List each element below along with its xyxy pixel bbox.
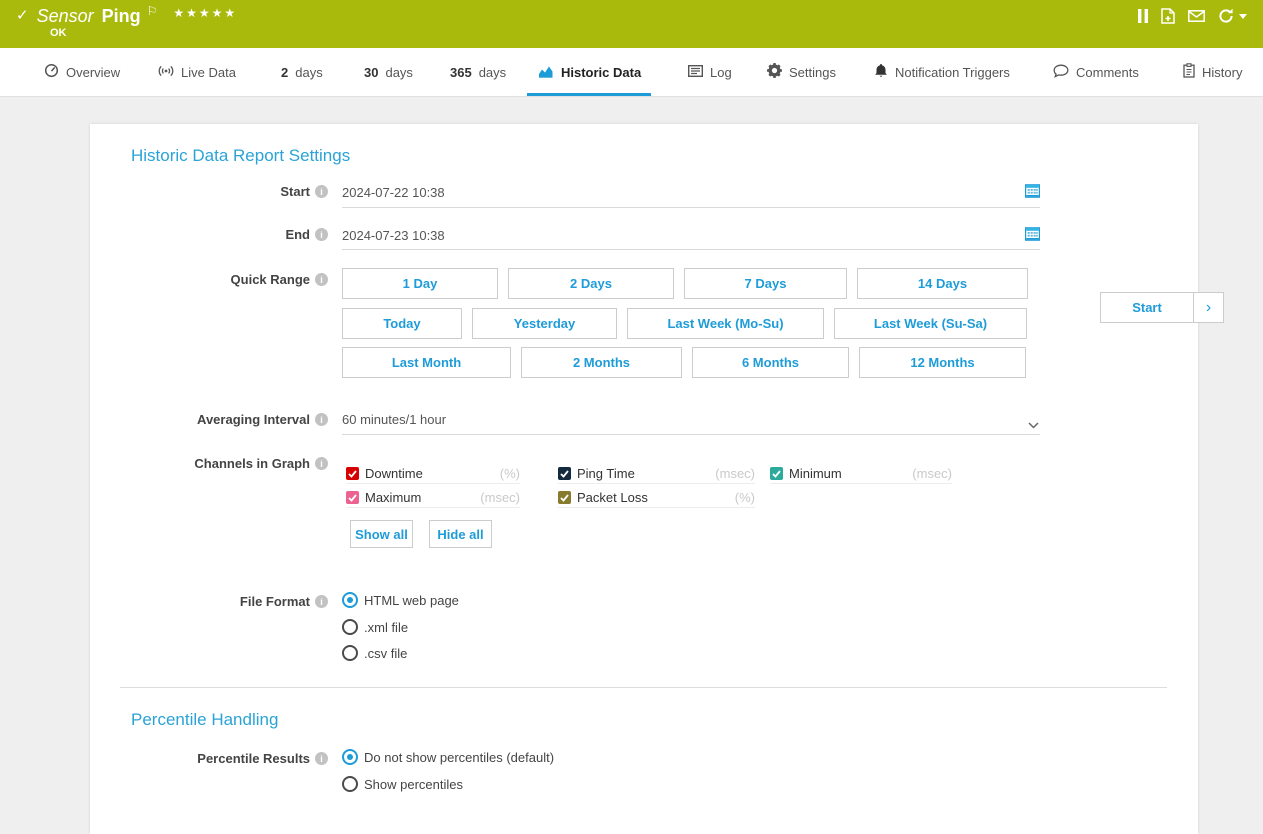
tab-bar: Overview Live Data 2 days 30 days 365 days … <box>0 48 1263 97</box>
quick-range-2-months-button[interactable]: 2 Months <box>521 347 682 378</box>
start-field-label: Start <box>90 184 328 199</box>
channel-minimum-checkbox[interactable]: Minimum (msec) <box>770 464 952 484</box>
sensor-header: ✓ Sensor Ping ⚐ ★★★★★ OK <box>0 0 1263 48</box>
info-icon[interactable] <box>315 752 328 765</box>
log-icon <box>687 64 704 80</box>
file-format-label: File Format <box>90 594 328 609</box>
file-format-html-radio[interactable]: HTML web page <box>342 592 459 608</box>
averaging-interval-label: Averaging Interval <box>90 412 328 427</box>
tab-overview[interactable]: Overview <box>44 48 120 96</box>
checkbox-checked-icon <box>558 467 571 480</box>
end-field-label: End <box>90 227 328 242</box>
radio-selected-icon <box>342 749 358 765</box>
section-divider <box>120 687 1167 688</box>
refresh-icon[interactable] <box>1218 8 1234 24</box>
info-icon[interactable] <box>315 457 328 470</box>
tab-settings[interactable]: Settings <box>767 48 836 96</box>
end-input-underline <box>342 249 1040 250</box>
quick-range-7-days-button[interactable]: 7 Days <box>684 268 847 299</box>
quick-range-row-1: 1 Day 2 Days 7 Days 14 Days <box>342 268 1028 299</box>
averaging-interval-select[interactable]: 60 minutes/1 hour <box>342 412 447 427</box>
gear-icon <box>767 63 782 81</box>
history-icon <box>1183 63 1195 81</box>
tab-2-days[interactable]: 2 days <box>281 64 323 80</box>
quick-range-last-month-button[interactable]: Last Month <box>342 347 511 378</box>
settings-card: Historic Data Report Settings Start 2024… <box>90 124 1198 834</box>
chevron-down-icon[interactable] <box>1028 416 1039 434</box>
pause-icon[interactable] <box>1138 9 1148 23</box>
checkbox-checked-icon <box>346 491 359 504</box>
quick-range-yesterday-button[interactable]: Yesterday <box>472 308 617 339</box>
percentile-off-radio[interactable]: Do not show percentiles (default) <box>342 749 554 765</box>
tab-30-days[interactable]: 30 days <box>364 64 413 80</box>
gauge-icon <box>44 63 59 81</box>
info-icon[interactable] <box>315 185 328 198</box>
sensor-type-label: Sensor <box>36 6 94 26</box>
show-all-button[interactable]: Show all <box>350 520 413 548</box>
tab-log[interactable]: Log <box>687 48 732 96</box>
checkbox-checked-icon <box>346 467 359 480</box>
chevron-down-icon[interactable] <box>1239 13 1247 19</box>
radio-unselected-icon <box>342 776 358 792</box>
info-icon[interactable] <box>315 595 328 608</box>
end-date-input[interactable]: 2024-07-23 10:38 <box>342 228 445 243</box>
comment-icon <box>1053 64 1069 81</box>
percentile-on-radio[interactable]: Show percentiles <box>342 776 463 792</box>
tab-live-data[interactable]: Live Data <box>158 48 236 96</box>
channel-maximum-checkbox[interactable]: Maximum (msec) <box>346 488 520 508</box>
calendar-icon[interactable] <box>1025 183 1041 203</box>
quick-range-last-week-su-sa-button[interactable]: Last Week (Su-Sa) <box>834 308 1027 339</box>
tab-history[interactable]: History <box>1183 48 1242 96</box>
checkbox-checked-icon <box>558 491 571 504</box>
channel-ping-time-checkbox[interactable]: Ping Time (msec) <box>558 464 755 484</box>
quick-range-12-months-button[interactable]: 12 Months <box>859 347 1026 378</box>
start-date-input[interactable]: 2024-07-22 10:38 <box>342 185 445 200</box>
percentile-handling-title: Percentile Handling <box>131 710 279 729</box>
hide-all-button[interactable]: Hide all <box>429 520 492 548</box>
sensor-name: Ping <box>101 6 141 26</box>
tab-notification-triggers[interactable]: Notification Triggers <box>874 48 1010 96</box>
quick-range-14-days-button[interactable]: 14 Days <box>857 268 1028 299</box>
quick-range-today-button[interactable]: Today <box>342 308 462 339</box>
tab-historic-data[interactable]: Historic Data <box>526 48 652 96</box>
sensor-status-badge: OK <box>50 27 67 39</box>
quick-range-row-3: Last Month 2 Months 6 Months 12 Months <box>342 347 1026 378</box>
channel-packet-loss-checkbox[interactable]: Packet Loss (%) <box>558 488 755 508</box>
percentile-results-label: Percentile Results <box>90 751 328 766</box>
channels-in-graph-label: Channels in Graph <box>90 456 328 471</box>
start-input-underline <box>342 207 1040 208</box>
live-data-icon <box>158 64 174 81</box>
quick-range-row-2: Today Yesterday Last Week (Mo-Su) Last W… <box>342 308 1027 339</box>
report-icon[interactable] <box>1161 8 1175 24</box>
report-settings-title: Historic Data Report Settings <box>131 146 351 165</box>
radio-selected-icon <box>342 592 358 608</box>
info-icon[interactable] <box>315 228 328 241</box>
quick-range-1-day-button[interactable]: 1 Day <box>342 268 498 299</box>
averaging-underline <box>342 434 1040 435</box>
info-icon[interactable] <box>315 413 328 426</box>
channel-downtime-checkbox[interactable]: Downtime (%) <box>346 464 520 484</box>
priority-stars[interactable]: ★★★★★ <box>173 6 238 20</box>
radio-unselected-icon <box>342 619 358 635</box>
quick-range-label: Quick Range <box>90 272 328 287</box>
flag-icon[interactable]: ⚐ <box>146 4 158 18</box>
quick-range-2-days-button[interactable]: 2 Days <box>508 268 674 299</box>
chart-icon <box>537 64 554 81</box>
file-format-csv-radio[interactable]: .csv file <box>342 645 407 661</box>
email-icon[interactable] <box>1188 10 1205 22</box>
quick-range-6-months-button[interactable]: 6 Months <box>692 347 849 378</box>
quick-range-last-week-mo-su-button[interactable]: Last Week (Mo-Su) <box>627 308 824 339</box>
start-report-button[interactable]: Start <box>1100 292 1194 323</box>
status-ok-check-icon: ✓ <box>16 7 29 24</box>
checkbox-checked-icon <box>770 467 783 480</box>
file-format-xml-radio[interactable]: .xml file <box>342 619 408 635</box>
chevron-right-button[interactable]: › <box>1193 292 1224 323</box>
tab-365-days[interactable]: 365 days <box>450 64 507 80</box>
calendar-icon[interactable] <box>1025 226 1041 246</box>
info-icon[interactable] <box>315 273 328 286</box>
tab-comments[interactable]: Comments <box>1053 48 1139 96</box>
bell-icon <box>874 63 888 81</box>
radio-unselected-icon <box>342 645 358 661</box>
